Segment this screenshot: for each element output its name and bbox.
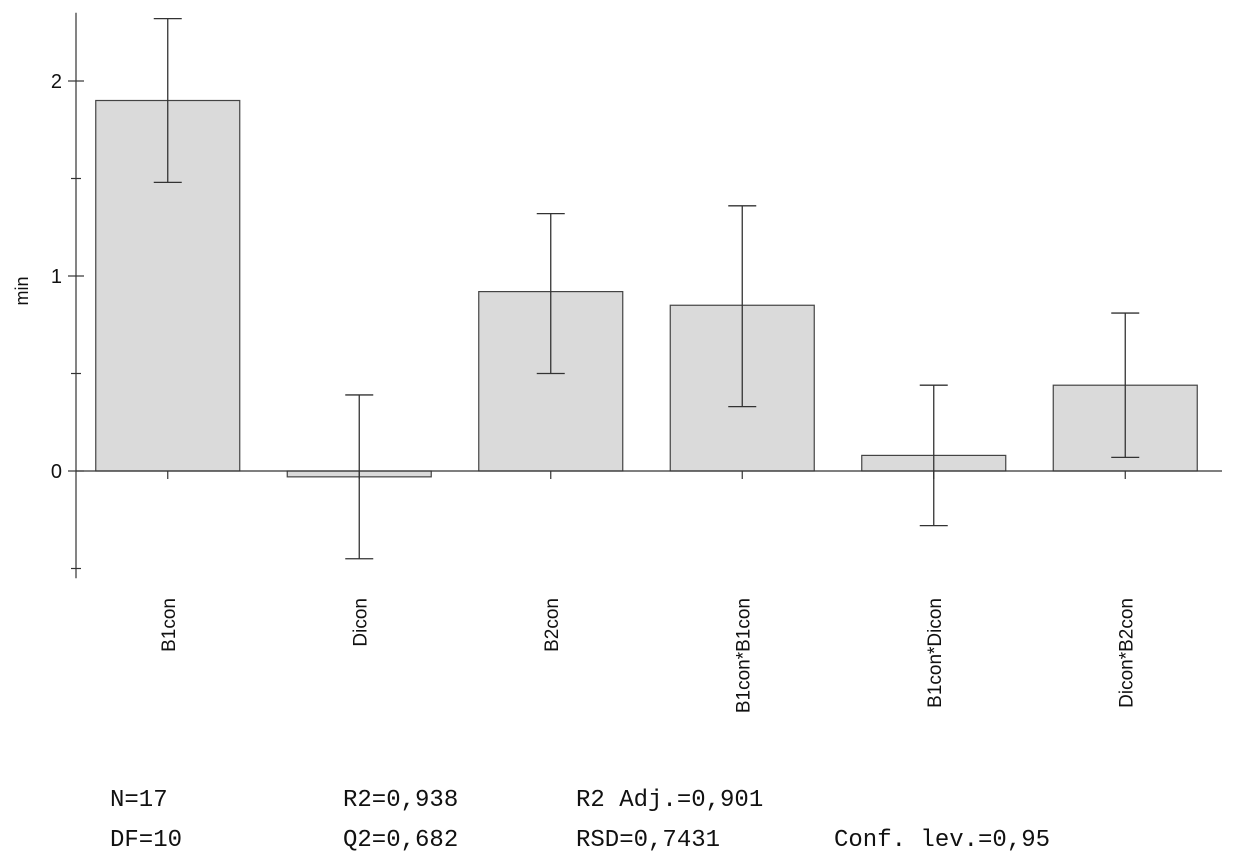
x-tick-label: Dicon	[350, 598, 371, 647]
y-tick-label: 1	[51, 266, 62, 288]
x-tick-label: B1con*B1con	[733, 598, 754, 713]
x-tick-label: B1con*Dicon	[925, 598, 946, 708]
stat-q2: Q2=0,682	[343, 826, 459, 854]
bars-layer	[95, 17, 1198, 560]
x-tick-label: B1con	[159, 598, 180, 652]
stats-row-2: DF=10 Q2=0,682 RSD=0,7431 Conf. lev.=0,9…	[110, 820, 1210, 860]
stat-r2-adj: R2 Adj.=0,901	[576, 786, 764, 814]
stat-n: N=17	[110, 786, 168, 814]
stat-r2: R2=0,938	[343, 786, 459, 814]
model-statistics: N=17 R2=0,938 R2 Adj.=0,901 DF=10 Q2=0,6…	[110, 780, 1210, 860]
stat-df: DF=10	[110, 826, 183, 854]
axes-layer	[68, 12, 1222, 579]
stats-row-1: N=17 R2=0,938 R2 Adj.=0,901	[110, 780, 1210, 820]
x-tick-label: Dicon*B2con	[1116, 598, 1137, 708]
y-tick-label: 0	[51, 461, 62, 483]
stat-conf-level: Conf. lev.=0,95	[834, 826, 1051, 854]
labels-layer: 0 1 2 min B1con Dicon B2con B1con*B1con B1con*Di…	[12, 71, 1137, 713]
stat-rsd: RSD=0,7431	[576, 826, 721, 854]
x-tick-label: B2con	[542, 598, 563, 652]
y-tick-label: 2	[51, 71, 62, 93]
y-axis-title: min	[12, 276, 32, 305]
